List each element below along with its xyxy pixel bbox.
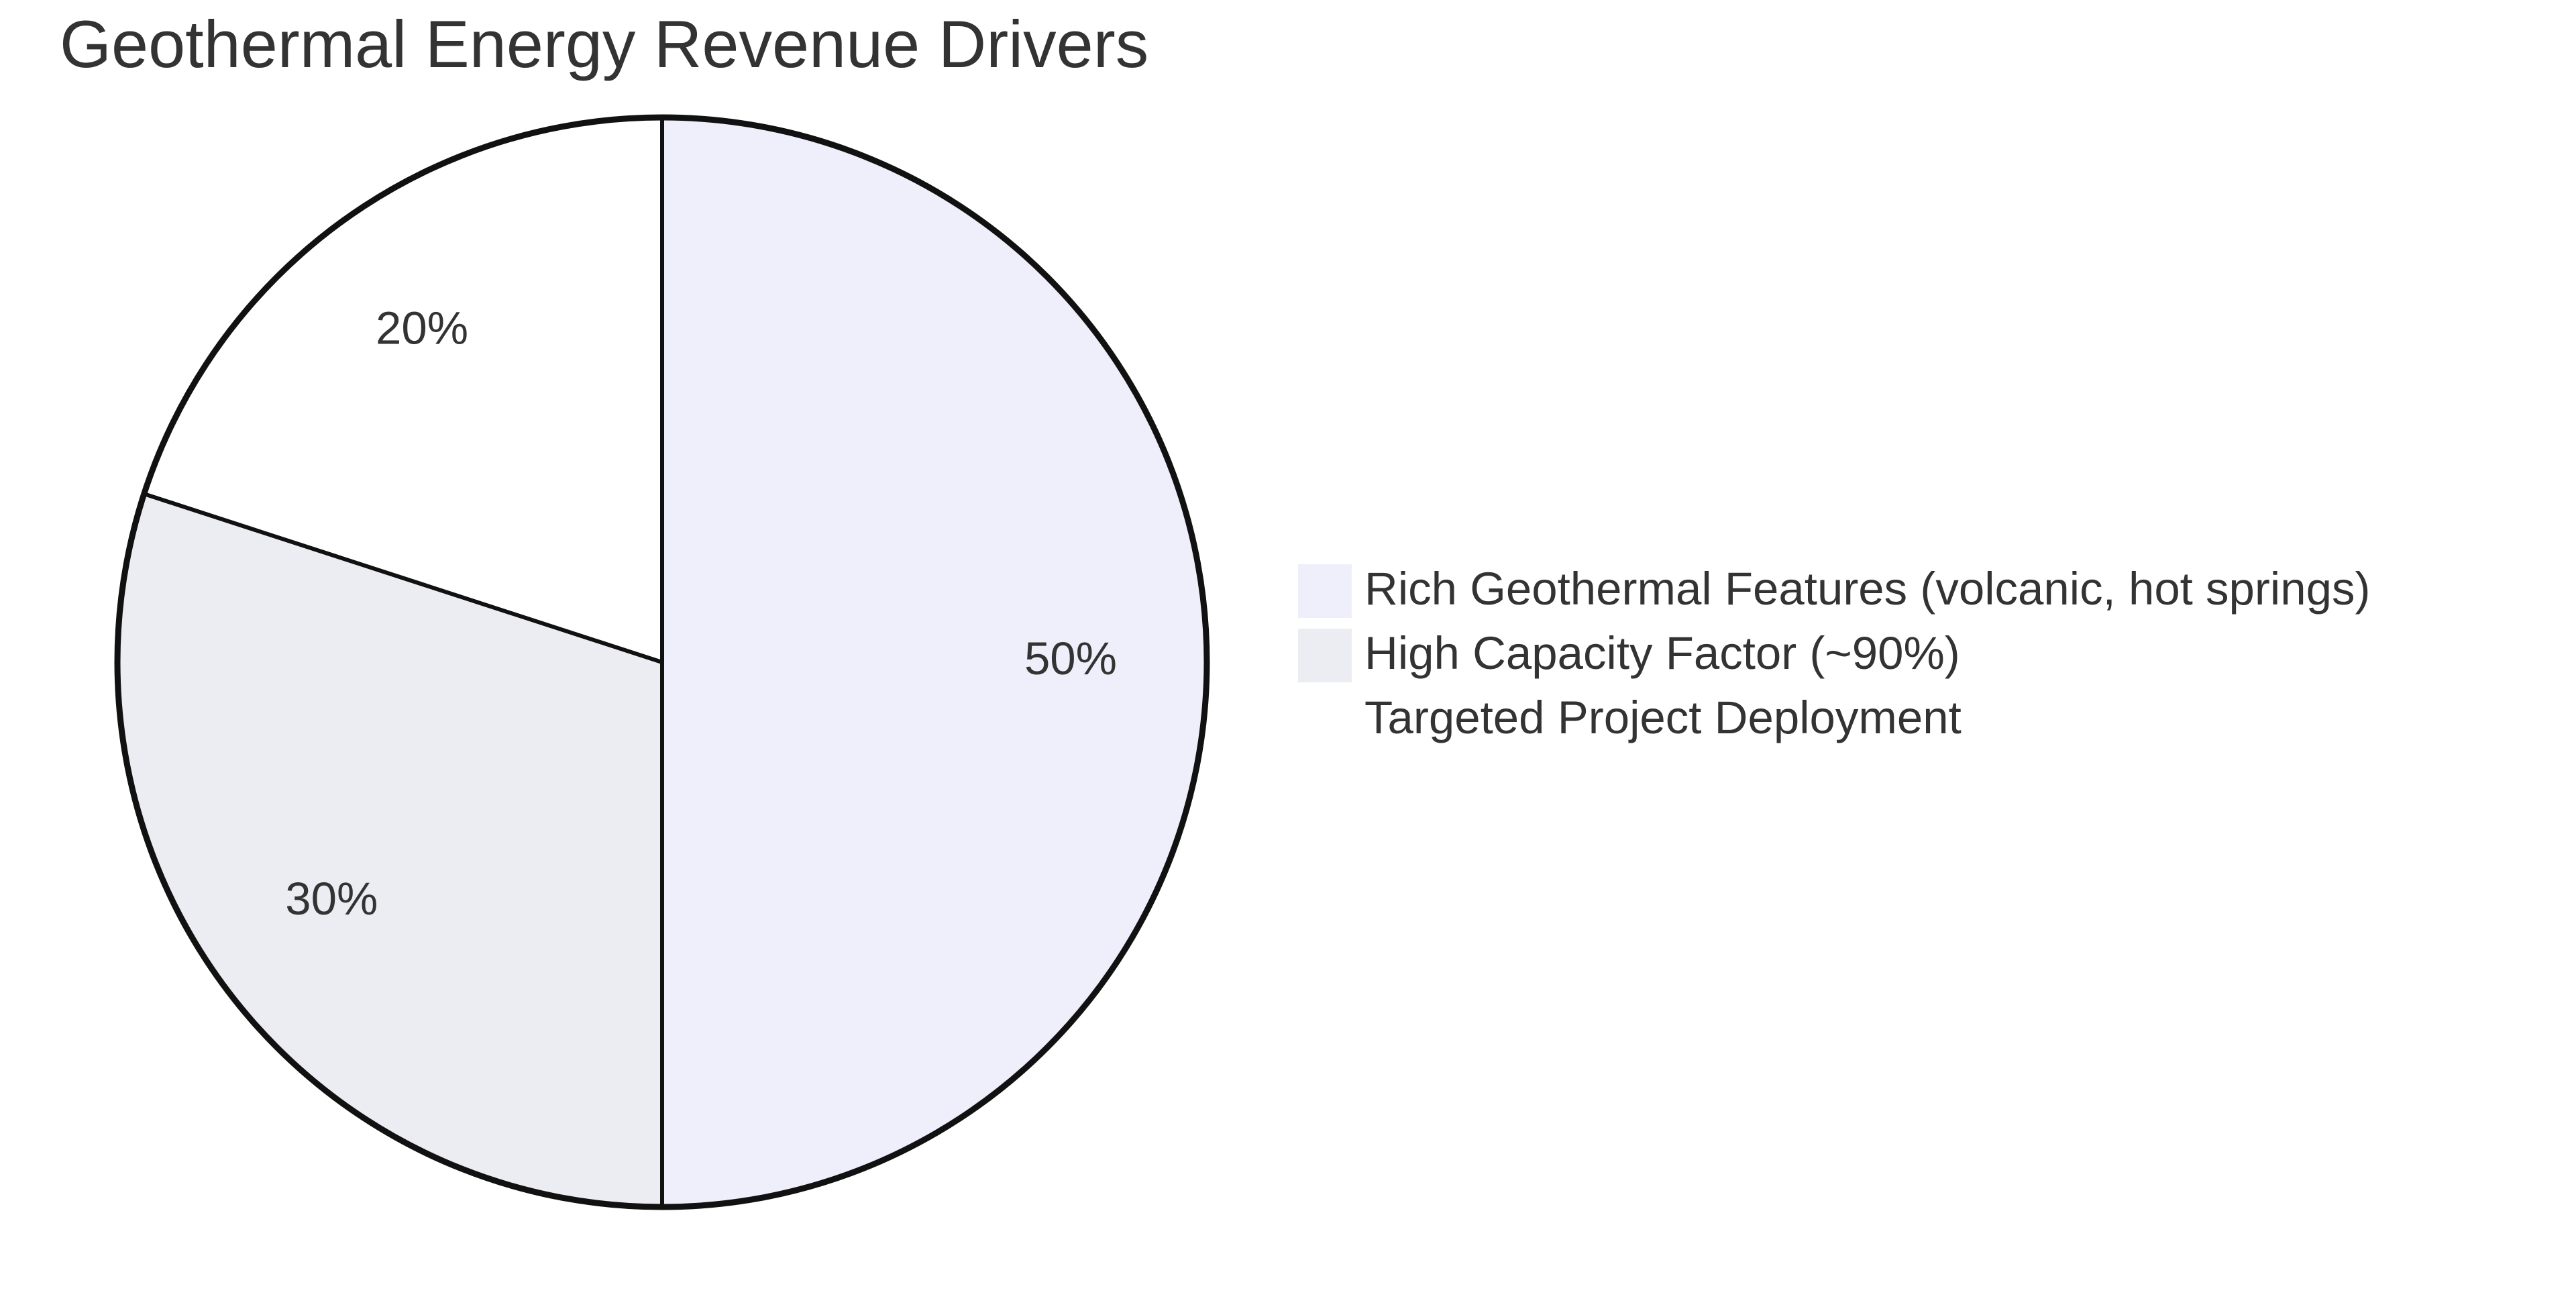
- slice-label: 30%: [285, 873, 378, 925]
- legend-label: Targeted Project Deployment: [1364, 692, 1962, 743]
- pie-slice: [660, 115, 1209, 1210]
- legend-swatch: [1298, 693, 1352, 747]
- slice-label: 20%: [376, 303, 468, 354]
- legend-swatch: [1298, 564, 1352, 618]
- slice-label: 50%: [1024, 633, 1117, 684]
- legend-label: High Capacity Factor (~90%): [1364, 627, 1960, 679]
- pie-outline: [114, 114, 1210, 1210]
- legend-label: Rich Geothermal Features (volcanic, hot …: [1364, 563, 2370, 615]
- legend-swatch: [1298, 629, 1352, 682]
- chart-title: Geothermal Energy Revenue Drivers: [60, 7, 1148, 81]
